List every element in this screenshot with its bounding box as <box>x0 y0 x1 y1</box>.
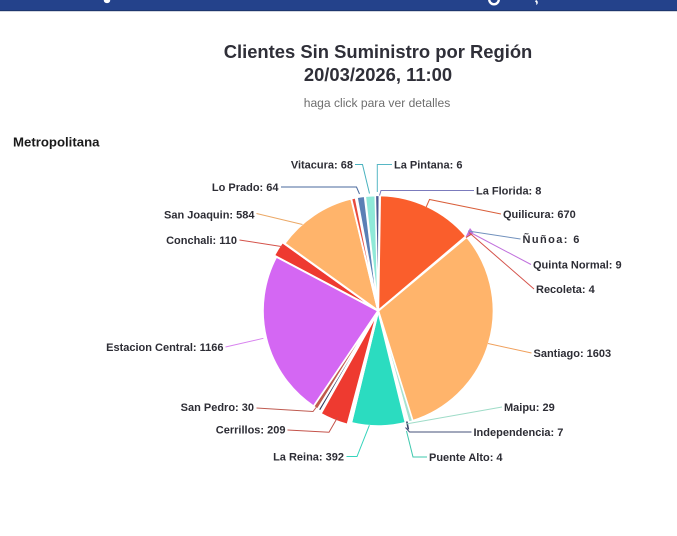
svg-text:Recoleta: 4: Recoleta: 4 <box>536 284 596 296</box>
svg-text:San Joaquin: 584: San Joaquin: 584 <box>164 210 255 222</box>
svg-text:Quinta Normal: 9: Quinta Normal: 9 <box>533 260 622 272</box>
svg-text:Estacion Central: 1166: Estacion Central: 1166 <box>106 342 223 354</box>
svg-text:Quilicura: 670: Quilicura: 670 <box>503 209 576 221</box>
svg-text:Independencia: 7: Independencia: 7 <box>474 427 564 439</box>
svg-text:La Pintana: 6: La Pintana: 6 <box>394 160 462 172</box>
svg-text:San Pedro: 30: San Pedro: 30 <box>181 402 254 414</box>
svg-text:Santiago: 1603: Santiago: 1603 <box>534 348 612 360</box>
svg-text:Cerrillos: 209: Cerrillos: 209 <box>216 425 286 437</box>
svg-text:Metropolitana: Metropolitana <box>13 135 100 150</box>
svg-text:La Florida: 8: La Florida: 8 <box>476 186 541 198</box>
svg-text:Conchali: 110: Conchali: 110 <box>166 235 237 247</box>
svg-text:20/03/2026, 11:00: 20/03/2026, 11:00 <box>304 64 452 85</box>
svg-text:haga click para ver detalles: haga click para ver detalles <box>304 96 451 110</box>
svg-text:Vitacura: 68: Vitacura: 68 <box>291 160 353 172</box>
svg-text:La Reina: 392: La Reina: 392 <box>273 452 344 464</box>
svg-text:Clientes Sin Suministro por Re: Clientes Sin Suministro por Región <box>224 41 533 62</box>
svg-text:Lo Prado: 64: Lo Prado: 64 <box>212 182 280 194</box>
svg-text:Maipu: 29: Maipu: 29 <box>504 402 555 414</box>
svg-text:Ñuñoa: 6: Ñuñoa: 6 <box>523 233 581 246</box>
svg-text:Puente Alto: 4: Puente Alto: 4 <box>429 452 503 464</box>
